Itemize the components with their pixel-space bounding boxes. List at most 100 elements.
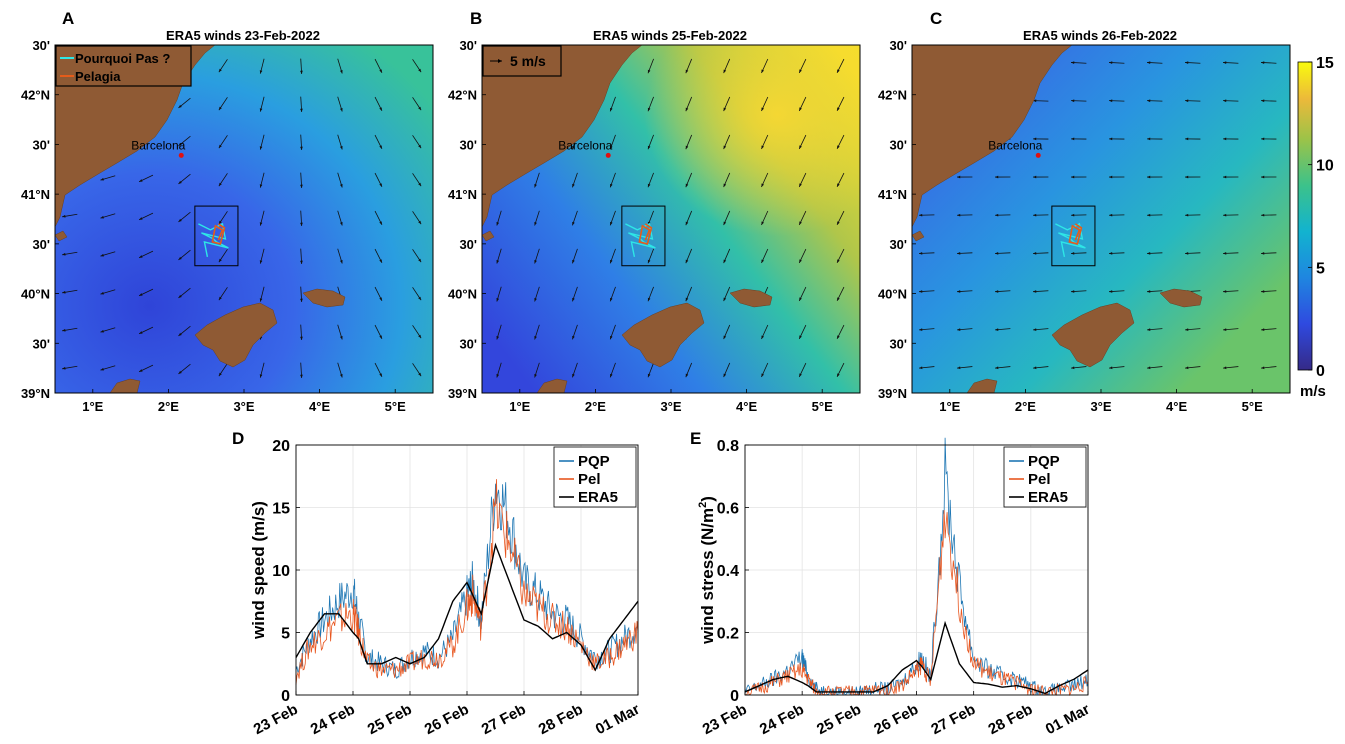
wind-arrow-head (919, 251, 923, 255)
y-axis-label: wind speed (m/s) (249, 501, 268, 640)
track-box (194, 205, 239, 267)
wind-arrow-head (379, 145, 382, 149)
wind-arrow-head (1147, 137, 1151, 141)
colorbar: 15 10 5 0 m/s (1297, 55, 1334, 400)
wind-arrow-head (919, 213, 923, 217)
wind-arrow-head (100, 367, 104, 371)
wind-arrow-head (496, 374, 500, 378)
map-xtick-label: 5°E (385, 399, 406, 414)
wind-arrow-head (139, 255, 143, 258)
wind-arrow-head (685, 259, 689, 264)
wind-arrow-head (218, 144, 222, 149)
wind-arrow-head (995, 290, 999, 293)
wind-arrow-head (1109, 99, 1113, 103)
wind-arrow-head (1071, 175, 1075, 179)
wind-arrow-head (1261, 251, 1265, 255)
wind-arrow-head (100, 329, 104, 333)
wind-arrow-head (259, 70, 263, 74)
wind-arrow-head (1223, 61, 1227, 64)
legend-pelagia: Pelagia (75, 69, 121, 84)
wind-arrow-head (300, 70, 303, 74)
xtick-label: 23 Feb (700, 701, 750, 738)
wind-arrow-head (1185, 61, 1189, 64)
map-ytick-label: 40°N (878, 287, 907, 302)
wind-arrow-head (418, 68, 422, 73)
ytick-label: 10 (272, 563, 290, 580)
wind-arrow-head (300, 108, 303, 112)
map-ytick-label: 41°N (21, 187, 50, 202)
wind-arrow-head (178, 294, 182, 298)
wind-arrow-head (100, 253, 104, 257)
wind-arrow-head (218, 372, 222, 377)
land-mass (54, 44, 216, 228)
panel-letter-c: C (930, 9, 942, 28)
panel-letter-b: B (470, 9, 482, 28)
wind-arrow-head (218, 68, 222, 73)
land-mass (481, 230, 495, 242)
wind-arrow-head (1071, 251, 1075, 255)
barcelona-marker-a: Barcelona (131, 138, 186, 158)
wind-arrow-head (1185, 328, 1189, 331)
wind-arrow-head (799, 107, 802, 111)
wind-arrow-head (1223, 99, 1227, 103)
wind-arrow-head (1033, 366, 1037, 370)
wind-arrow-head (178, 180, 182, 184)
wind-arrow-head (379, 297, 382, 301)
wind-arrow-head (799, 183, 802, 187)
map-xtick-label: 1°E (509, 399, 530, 414)
wind-arrow-head (418, 372, 422, 377)
ship-tracks-c (1051, 205, 1096, 267)
panel-letter-a: A (62, 9, 74, 28)
wind-arrow-head (218, 106, 222, 111)
map-ytick-label: 30' (32, 38, 50, 53)
wind-arrow-head (799, 259, 802, 263)
wind-arrow-head (799, 335, 802, 339)
ytick-label: 0 (281, 688, 290, 705)
land-a (54, 44, 346, 394)
wind-arrow-head (418, 258, 422, 263)
wind-arrow-head (62, 366, 66, 370)
wind-arrow-head (647, 259, 651, 264)
series-line-pel (744, 510, 1089, 697)
wind-arrow-head (761, 183, 765, 188)
wind-arrow-head (837, 183, 840, 187)
colorbar-tick-label: 5 (1316, 260, 1325, 277)
series-line-pqp (744, 437, 1089, 697)
map-title-c: ERA5 winds 26-Feb-2022 (1023, 28, 1177, 43)
barcelona-dot (605, 152, 611, 158)
colorbar-tick-label: 0 (1316, 363, 1325, 380)
wind-arrow-head (100, 291, 104, 295)
wind-arrow-head (339, 184, 343, 188)
xtick-label: 25 Feb (365, 701, 415, 738)
series-line-pqp (295, 482, 639, 680)
wind-arrow-head (418, 296, 422, 301)
map-ticks-c: 1°E 2°E 3°E 4°E 5°E 30' 42°N 30' 41°N 30' 40°N 30' 3… (878, 38, 1263, 414)
wind-arrow-head (418, 220, 422, 225)
wind-arrow-head (1261, 137, 1265, 141)
wind-arrow-head (1147, 175, 1151, 179)
wind-arrow-head (799, 221, 802, 225)
map-panel-c: C ERA5 winds 26-Feb-2022 Barcelona 1°E 2°… (878, 9, 1291, 414)
map-xtick-label: 3°E (660, 399, 681, 414)
wind-arrow-head (761, 69, 765, 74)
map-ticks-b: 1°E 2°E 3°E 4°E 5°E 30' 42°N 30' 41°N 30' 40°N 30' 3… (448, 38, 833, 414)
wind-arrow-head (1033, 251, 1037, 255)
wind-arrow-head (1223, 328, 1227, 331)
land-mass (1051, 302, 1135, 368)
wind-arrow-head (100, 215, 104, 219)
series-line-era5 (295, 542, 639, 672)
wind-arrow-head (1033, 290, 1037, 293)
map-ytick-label: 30' (889, 237, 907, 252)
track-legend-a: Pourquoi Pas ? Pelagia (55, 45, 192, 87)
barcelona-marker-b: Barcelona (558, 138, 613, 158)
ytick-label: 5 (281, 626, 290, 643)
colorbar-ticks: 15 10 5 0 (1308, 55, 1334, 380)
wind-arrow-head (62, 290, 66, 294)
wind-arrow-head (995, 175, 999, 179)
wind-arrow-head (723, 259, 727, 264)
wind-arrow-head (919, 290, 923, 293)
wind-arrow-head (218, 296, 222, 301)
wind-arrow-head (799, 145, 802, 149)
map-ytick-label: 39°N (878, 386, 907, 401)
wind-arrow-head (62, 328, 66, 332)
